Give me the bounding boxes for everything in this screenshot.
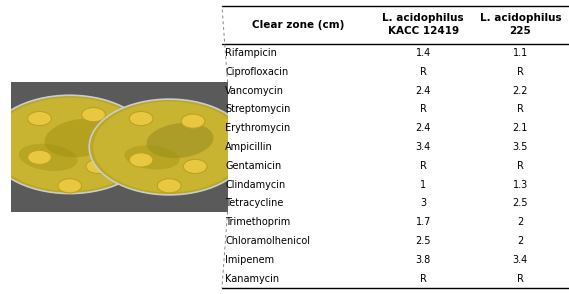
Circle shape bbox=[129, 111, 153, 126]
Text: 2: 2 bbox=[517, 217, 523, 227]
Text: R: R bbox=[420, 274, 427, 284]
Text: Kanamycin: Kanamycin bbox=[225, 274, 279, 284]
Text: Ampicillin: Ampicillin bbox=[225, 142, 273, 152]
Text: Rifampicin: Rifampicin bbox=[225, 48, 277, 58]
Text: L. acidophilus
225: L. acidophilus 225 bbox=[480, 14, 561, 36]
Circle shape bbox=[0, 95, 152, 193]
Text: 2.1: 2.1 bbox=[513, 123, 528, 133]
Text: 2.5: 2.5 bbox=[415, 236, 431, 246]
Circle shape bbox=[0, 98, 148, 191]
Text: 2: 2 bbox=[517, 236, 523, 246]
Text: 3.4: 3.4 bbox=[513, 255, 528, 265]
Text: Clear zone (cm): Clear zone (cm) bbox=[252, 20, 344, 30]
Text: 3.5: 3.5 bbox=[513, 142, 528, 152]
Circle shape bbox=[28, 150, 51, 164]
Circle shape bbox=[183, 159, 207, 173]
Text: Gentamicin: Gentamicin bbox=[225, 161, 282, 171]
Text: L. acidophilus
KACC 12419: L. acidophilus KACC 12419 bbox=[382, 14, 464, 36]
Text: 2.4: 2.4 bbox=[415, 86, 431, 96]
Text: Tetracycline: Tetracycline bbox=[225, 198, 284, 208]
Text: 1.4: 1.4 bbox=[415, 48, 431, 58]
Text: Streptomycin: Streptomycin bbox=[225, 104, 291, 114]
Text: 3: 3 bbox=[420, 198, 426, 208]
Ellipse shape bbox=[44, 118, 117, 157]
Circle shape bbox=[181, 114, 205, 128]
Text: R: R bbox=[420, 104, 427, 114]
Text: 1.1: 1.1 bbox=[513, 48, 528, 58]
Text: Imipenem: Imipenem bbox=[225, 255, 274, 265]
Text: 2.2: 2.2 bbox=[513, 86, 528, 96]
Ellipse shape bbox=[146, 123, 213, 158]
Text: Chloramolhenicol: Chloramolhenicol bbox=[225, 236, 310, 246]
Text: 3.8: 3.8 bbox=[415, 255, 431, 265]
Text: R: R bbox=[517, 67, 524, 77]
Ellipse shape bbox=[124, 145, 180, 169]
Circle shape bbox=[82, 108, 105, 122]
Circle shape bbox=[28, 111, 51, 126]
Text: Trimethoprim: Trimethoprim bbox=[225, 217, 291, 227]
Circle shape bbox=[157, 179, 181, 193]
Text: R: R bbox=[420, 67, 427, 77]
Text: R: R bbox=[517, 161, 524, 171]
Text: R: R bbox=[420, 161, 427, 171]
Text: Erythromycin: Erythromycin bbox=[225, 123, 291, 133]
Text: Ciprofloxacin: Ciprofloxacin bbox=[225, 67, 288, 77]
Circle shape bbox=[58, 179, 82, 193]
Circle shape bbox=[86, 159, 110, 173]
Text: R: R bbox=[517, 274, 524, 284]
Text: R: R bbox=[517, 104, 524, 114]
Ellipse shape bbox=[19, 144, 77, 171]
Text: Vancomycin: Vancomycin bbox=[225, 86, 284, 96]
Circle shape bbox=[89, 99, 249, 195]
Text: 2.5: 2.5 bbox=[513, 198, 528, 208]
Circle shape bbox=[93, 101, 245, 193]
Circle shape bbox=[129, 153, 153, 167]
Text: Clindamycin: Clindamycin bbox=[225, 180, 286, 190]
Text: 1.3: 1.3 bbox=[513, 180, 528, 190]
Text: 1: 1 bbox=[420, 180, 426, 190]
Text: 1.7: 1.7 bbox=[415, 217, 431, 227]
Text: 2.4: 2.4 bbox=[415, 123, 431, 133]
Text: 3.4: 3.4 bbox=[415, 142, 431, 152]
